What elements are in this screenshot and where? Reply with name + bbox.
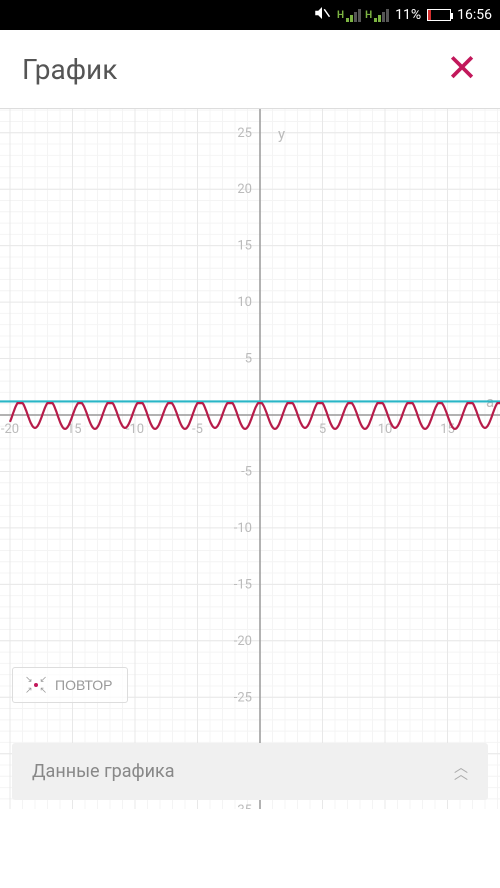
svg-text:10: 10 [378,422,393,437]
graph-data-label: Данные графика [32,761,175,782]
svg-text:-20: -20 [1,422,19,437]
plot-area[interactable]: 252015105-5-10-15-20-25-30-35-20-15-10-5… [0,108,500,808]
mute-icon [313,4,331,26]
graph-data-panel[interactable]: Данные графика ︿︿ [12,743,488,800]
page-title: График [22,53,117,86]
svg-text:-5: -5 [192,422,203,437]
svg-text:-25: -25 [234,690,252,705]
chevron-up-icon: ︿︿ [454,765,468,779]
svg-text:20: 20 [237,182,252,197]
svg-text:-15: -15 [234,577,252,592]
signal-icon: H H [337,9,389,22]
svg-text:-20: -20 [234,634,252,649]
recenter-icon: ↘↙ ↗↖ [27,676,45,694]
svg-text:-35: -35 [234,803,252,809]
repeat-button[interactable]: ↘↙ ↗↖ ПОВТОР [12,667,128,703]
svg-text:15: 15 [237,239,252,254]
clock: 16:56 [457,7,492,23]
close-button[interactable]: ✕ [446,50,478,88]
svg-text:10: 10 [237,295,252,310]
battery-icon [427,9,451,21]
title-bar: График ✕ [0,30,500,108]
svg-text:25: 25 [237,126,252,141]
svg-text:15: 15 [440,422,455,437]
svg-text:-10: -10 [234,521,252,536]
svg-text:5: 5 [319,422,326,437]
battery-percent: 11% [395,7,421,23]
svg-text:5: 5 [245,352,252,367]
android-status-bar: H H 11% 16:56 [0,0,500,30]
svg-text:y: y [278,125,285,143]
repeat-label: ПОВТОР [55,677,113,693]
plot-canvas: 252015105-5-10-15-20-25-30-35-20-15-10-5… [0,109,500,809]
svg-text:-5: -5 [241,464,252,479]
